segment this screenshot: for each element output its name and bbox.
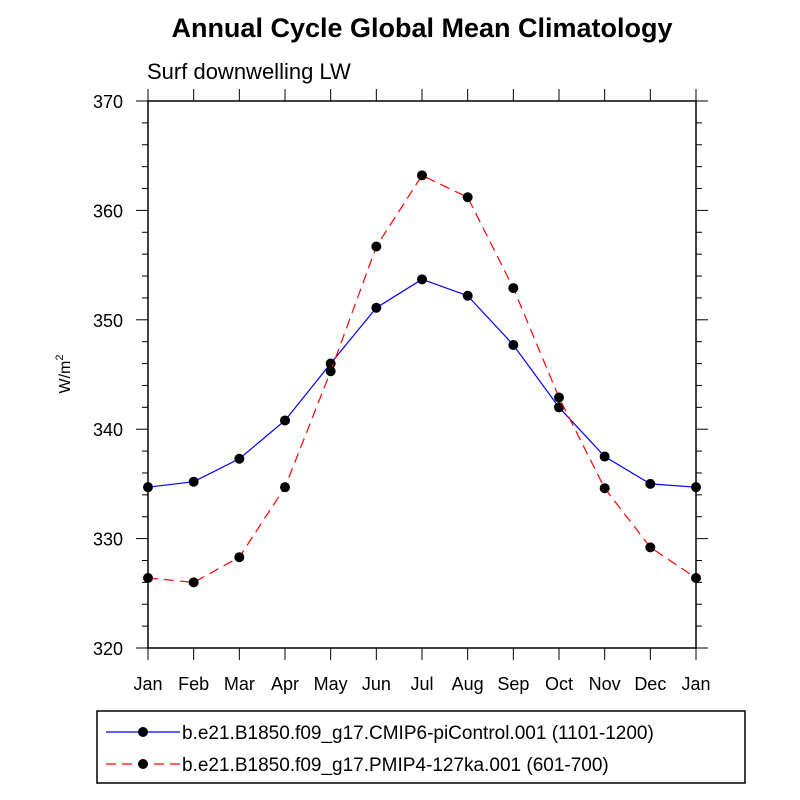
data-point xyxy=(325,366,336,377)
legend-label: b.e21.B1850.f09_g17.PMIP4-127ka.001 (601… xyxy=(182,755,609,776)
legend-entry-1: b.e21.B1850.f09_g17.CMIP6-piControl.001 … xyxy=(106,723,654,744)
legend-box xyxy=(96,710,746,784)
y-tick-label: 370 xyxy=(93,92,123,112)
legend-marker xyxy=(138,727,148,737)
data-point xyxy=(645,542,656,553)
data-point xyxy=(462,192,473,203)
y-tick-label: 320 xyxy=(93,639,123,659)
x-tick-label: Jul xyxy=(410,674,433,694)
data-point xyxy=(188,577,199,588)
x-tick-label: Feb xyxy=(178,674,209,694)
data-point xyxy=(234,453,245,464)
legend-label: b.e21.B1850.f09_g17.CMIP6-piControl.001 … xyxy=(182,723,654,744)
series-1 xyxy=(143,274,701,493)
data-point xyxy=(143,482,153,493)
data-point xyxy=(417,170,427,181)
chart-title: Annual Cycle Global Mean Climatology xyxy=(171,13,672,43)
x-tick-label: Oct xyxy=(545,674,573,694)
y-axis-label-exponent: 2 xyxy=(54,355,66,361)
data-point xyxy=(508,283,519,294)
data-point xyxy=(371,302,382,313)
data-point xyxy=(417,274,427,285)
legend: b.e21.B1850.f09_g17.CMIP6-piControl.001 … xyxy=(96,710,746,784)
data-point xyxy=(599,483,610,494)
plot-frame xyxy=(147,100,697,649)
data-point xyxy=(508,339,519,350)
data-point xyxy=(280,482,290,493)
x-tick-label: Dec xyxy=(634,674,666,694)
x-tick-label: Jan xyxy=(133,674,162,694)
y-axis-label-unit: W/m xyxy=(57,361,74,394)
x-tick-label: Sep xyxy=(497,674,529,694)
data-point xyxy=(371,241,382,252)
data-point xyxy=(188,476,199,487)
x-tick-label: Mar xyxy=(224,674,255,694)
data-point xyxy=(691,572,701,583)
data-point xyxy=(280,415,290,426)
x-tick-label: Apr xyxy=(271,674,299,694)
legend-entry-2: b.e21.B1850.f09_g17.PMIP4-127ka.001 (601… xyxy=(106,755,609,776)
x-tick-label: Jun xyxy=(362,674,391,694)
data-point xyxy=(234,552,245,563)
data-point xyxy=(599,451,610,462)
data-point xyxy=(554,392,564,403)
x-tick-label: Aug xyxy=(452,674,484,694)
data-point xyxy=(143,572,153,583)
series-line xyxy=(147,174,697,583)
data-point xyxy=(554,402,564,413)
legend-marker xyxy=(138,759,148,769)
data-point xyxy=(462,290,473,301)
y-tick-label: 340 xyxy=(93,420,123,440)
chart-subtitle: Surf downwelling LW xyxy=(147,59,351,84)
y-tick-label: 330 xyxy=(93,530,123,550)
data-point xyxy=(645,478,656,489)
x-tick-label: May xyxy=(314,674,348,694)
axes: 320 330 340 350 360 370 Jan Feb Mar Apr May Jun Jul A… xyxy=(93,89,711,694)
series-layer xyxy=(143,170,701,588)
series-line xyxy=(147,278,697,488)
data-point xyxy=(691,482,701,493)
x-tick-label: Jan xyxy=(681,674,710,694)
y-tick-label: 360 xyxy=(93,201,123,221)
y-tick-label: 350 xyxy=(93,311,123,331)
x-tick-label: Nov xyxy=(589,674,621,694)
series-2 xyxy=(143,170,701,588)
y-axis-label: W/m2 xyxy=(54,355,74,394)
